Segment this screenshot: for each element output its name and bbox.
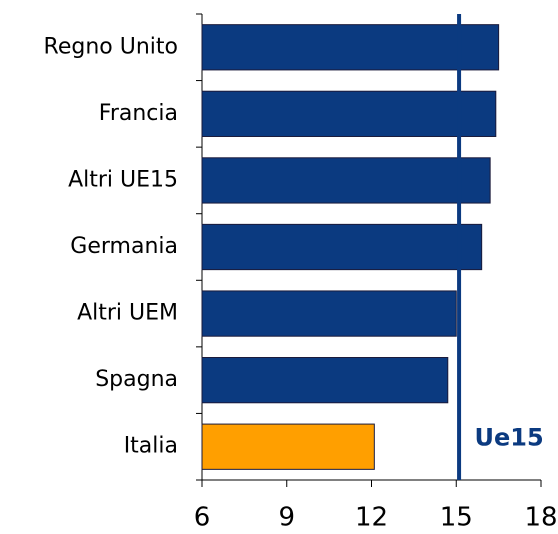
x-tick-label: 6 (194, 503, 211, 533)
y-tick-label: Altri UEM (77, 301, 178, 326)
bar (201, 223, 483, 271)
x-tick-label: 9 (278, 503, 295, 533)
y-tick-label: Italia (124, 434, 178, 459)
bar (201, 90, 497, 137)
bar (201, 24, 500, 71)
y-tick-label: Germania (70, 234, 178, 259)
bar (201, 290, 457, 337)
x-tick-label: 18 (524, 503, 557, 533)
x-tick-label: 12 (355, 503, 388, 533)
reference-label: Ue15 (474, 424, 543, 452)
y-tick-label: Regno Unito (44, 34, 178, 59)
bar (201, 423, 375, 470)
y-tick-label: Francia (99, 101, 178, 126)
y-tick-label: Spagna (95, 367, 178, 392)
x-tick-label: 15 (440, 503, 473, 533)
bar (201, 357, 449, 404)
y-tick-label: Altri UE15 (68, 167, 178, 192)
bar (201, 157, 491, 204)
